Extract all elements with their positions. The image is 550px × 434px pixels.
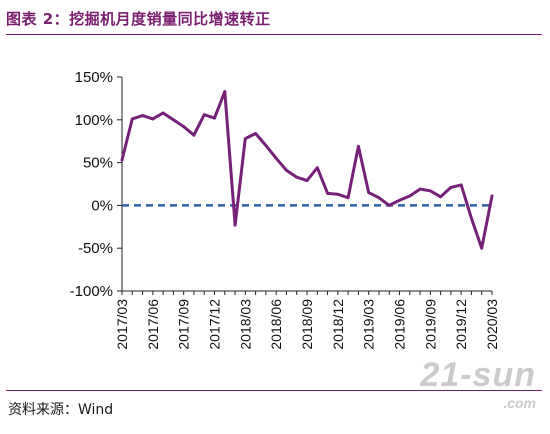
x-tick-label: 2017/03 (114, 299, 130, 350)
data-point (459, 183, 463, 187)
data-point (182, 125, 186, 129)
chart-axes (121, 77, 492, 292)
data-point (346, 196, 350, 200)
y-tick-label: -50% (78, 240, 113, 257)
data-point (490, 194, 494, 198)
data-point (213, 116, 216, 120)
data-point (470, 216, 473, 220)
data-point (285, 168, 288, 172)
x-tick-label: 2019/06 (392, 299, 408, 350)
x-tick-label: 2018/12 (330, 299, 346, 350)
data-point (408, 194, 412, 198)
source-note: 资料来源：Wind (8, 402, 114, 418)
data-point (305, 179, 309, 182)
title-divider (6, 34, 542, 35)
watermark-logo: 21-sun .com (420, 358, 536, 410)
x-tick-label: 2017/12 (207, 299, 223, 350)
data-point (223, 90, 227, 93)
data-point (377, 196, 381, 200)
x-tick-label: 2019/12 (453, 299, 469, 350)
footer-divider (6, 390, 542, 391)
data-point (233, 223, 237, 227)
data-point (202, 113, 206, 117)
x-tick-label: 2020/03 (484, 299, 500, 350)
data-point (171, 118, 175, 122)
x-tick-label: 2019/09 (422, 299, 438, 350)
y-tick-label: 0% (91, 197, 113, 214)
data-point (151, 117, 155, 121)
chart-title: 图表 2：挖掘机月度销量同比增速转正 (6, 10, 271, 28)
data-point (274, 156, 278, 160)
data-point (326, 192, 329, 195)
x-axis-ticks: 2017/03 2017/06 2017/09 2017/12 2018/03 2018/… (114, 291, 500, 350)
data-point (315, 166, 319, 170)
x-tick-label: 2018/06 (268, 299, 284, 350)
data-point (264, 144, 268, 147)
data-point (356, 144, 360, 148)
data-point (439, 195, 443, 199)
data-point (295, 175, 299, 179)
data-point (120, 158, 124, 162)
y-tick-label: -100% (70, 283, 113, 300)
data-point (428, 189, 432, 193)
x-tick-label: 2019/03 (361, 299, 377, 350)
data-point (418, 187, 422, 191)
data-point (161, 111, 165, 115)
data-point (449, 186, 453, 189)
data-point (480, 246, 484, 250)
y-tick-label: 100% (75, 112, 113, 129)
data-point (398, 198, 401, 202)
y-tick-label: 50% (83, 155, 113, 172)
y-tick-label: 150% (75, 69, 113, 86)
y-axis-ticks: 150% 100% 50% 0% -50% -100% (70, 69, 122, 300)
x-tick-label: 2018/03 (237, 299, 253, 350)
data-point (141, 114, 144, 117)
series-line (120, 90, 494, 250)
data-point (243, 137, 247, 141)
data-point (387, 204, 391, 207)
watermark-main: 21-sun (420, 356, 536, 394)
x-tick-label: 2018/09 (299, 299, 315, 350)
watermark-sub: .com (503, 395, 536, 411)
data-point (367, 191, 371, 194)
series-group (120, 90, 494, 250)
data-point (254, 132, 258, 135)
data-point (192, 133, 196, 137)
x-tick-label: 2017/09 (176, 299, 192, 350)
data-point (130, 117, 134, 121)
data-point (336, 192, 340, 196)
x-tick-label: 2017/06 (145, 299, 161, 350)
